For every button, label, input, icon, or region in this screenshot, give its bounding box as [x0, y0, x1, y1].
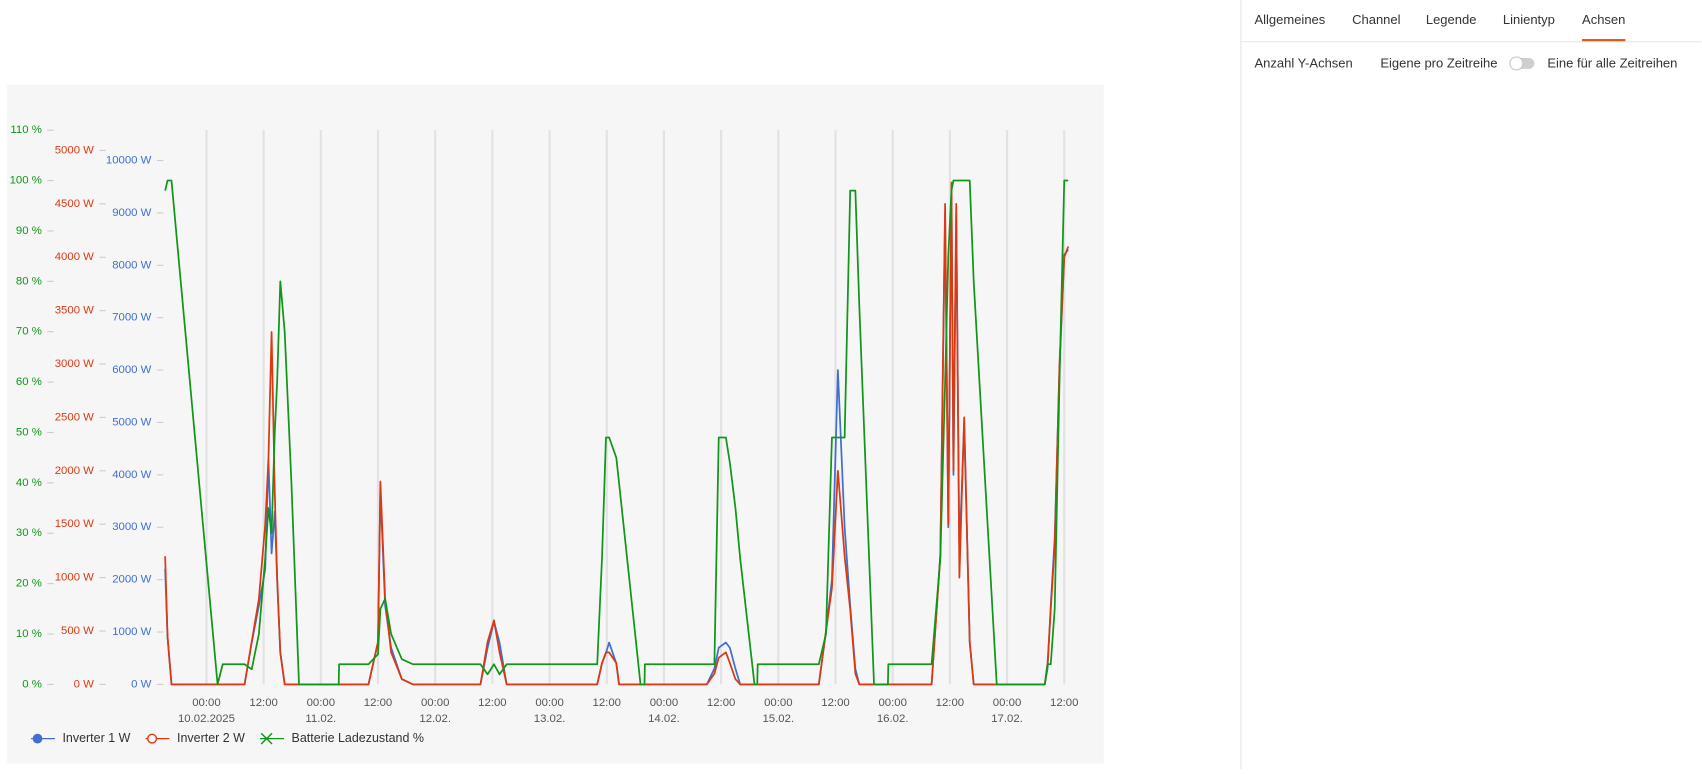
x-tick-label: 00:00 — [878, 697, 906, 709]
tab[interactable]: Linientyp — [1503, 12, 1555, 27]
legend-marker — [147, 733, 158, 744]
y-tick-label: 40 % — [16, 477, 42, 489]
y-tick-label: 4000 W — [55, 251, 94, 263]
y-tick-label: 1000 W — [55, 572, 94, 584]
tab-bar: Allgemeines Channel Legende Linientyp Achsen — [1254, 12, 1626, 42]
y-tick-label: 70 % — [16, 326, 42, 338]
y-tick-label: 10 % — [16, 628, 42, 640]
x-tick-label: 00:00 — [192, 697, 220, 709]
tab[interactable]: Legende — [1426, 12, 1477, 27]
legend-marker — [260, 732, 273, 745]
y-tick-label: 4500 W — [55, 198, 94, 210]
y-tick-label: 80 % — [16, 275, 42, 287]
legend-marker — [32, 733, 43, 744]
x-tick-sublabel: 13.02. — [534, 713, 566, 725]
y-tick-label: 30 % — [16, 527, 42, 539]
tab-indicator — [1582, 39, 1626, 42]
y-tick-label: 90 % — [16, 225, 42, 237]
y-tick-label: 3000 W — [55, 358, 94, 370]
toggle-knob — [1509, 56, 1524, 71]
x-tick-sublabel: 14.02. — [648, 713, 680, 725]
x-tick-label: 12:00 — [593, 697, 621, 709]
tab[interactable]: Channel — [1352, 12, 1401, 27]
legend-label[interactable]: Batterie Ladezustand % — [292, 731, 424, 745]
x-tick-label: 12:00 — [364, 697, 392, 709]
y-tick-label: 0 W — [131, 678, 151, 690]
y-tick-label: 3000 W — [112, 521, 151, 533]
y-tick-label: 8000 W — [112, 259, 151, 271]
y-tick-label: 0 W — [74, 678, 94, 690]
y-tick-label: 7000 W — [112, 312, 151, 324]
y-tick-label: 10000 W — [106, 155, 152, 167]
chart: 00:00 10.02.2025 12:00 00:00 11.02. 12:00 00:0… — [10, 124, 1079, 745]
x-tick-label: 00:00 — [535, 697, 563, 709]
y-tick-label: 0 % — [22, 678, 42, 690]
y-tick-label: 50 % — [16, 426, 42, 438]
y-tick-label: 500 W — [61, 625, 94, 637]
tab[interactable]: Allgemeines — [1254, 12, 1325, 27]
option-left[interactable]: Eigene pro Zeitreihe — [1380, 55, 1497, 70]
y-tick-label: 110 % — [10, 124, 41, 136]
y-tick-label: 2000 W — [112, 574, 151, 586]
x-tick-sublabel: 17.02. — [991, 713, 1023, 725]
x-tick-label: 00:00 — [307, 697, 335, 709]
setting-label: Anzahl Y-Achsen — [1254, 55, 1352, 70]
y-tick-label: 3500 W — [55, 305, 94, 317]
x-tick-label: 00:00 — [764, 697, 792, 709]
y-tick-label: 6000 W — [112, 364, 151, 376]
x-tick-sublabel: 16.02. — [877, 713, 909, 725]
y-tick-label: 1500 W — [55, 518, 94, 530]
x-tick-label: 00:00 — [650, 697, 678, 709]
tab[interactable]: Achsen — [1582, 12, 1625, 27]
x-tick-label: 12:00 — [478, 697, 506, 709]
x-tick-sublabel: 11.02. — [305, 713, 336, 725]
y-tick-label: 9000 W — [112, 207, 151, 219]
y-tick-label: 1000 W — [112, 626, 151, 638]
x-tick-label: 12:00 — [707, 697, 735, 709]
y-tick-label: 20 % — [16, 578, 42, 590]
x-tick-label: 12:00 — [1050, 697, 1078, 709]
x-tick-label: 12:00 — [249, 697, 277, 709]
x-tick-label: 12:00 — [936, 697, 964, 709]
x-tick-sublabel: 15.02. — [762, 713, 794, 725]
legend-label[interactable]: Inverter 1 W — [62, 731, 130, 745]
x-tick-label: 00:00 — [993, 697, 1021, 709]
y-tick-label: 100 % — [10, 175, 42, 187]
option-right[interactable]: Eine für alle Zeitreihen — [1547, 55, 1677, 70]
y-tick-label: 5000 W — [112, 416, 151, 428]
y-tick-label: 4000 W — [112, 469, 151, 481]
x-tick-sublabel: 10.02.2025 — [178, 713, 235, 725]
x-tick-label: 00:00 — [421, 697, 449, 709]
x-tick-sublabel: 12.02. — [419, 713, 451, 725]
y-tick-label: 2500 W — [55, 411, 94, 423]
toggle[interactable] — [1509, 56, 1535, 71]
y-tick-label: 2000 W — [55, 465, 94, 477]
legend-label[interactable]: Inverter 2 W — [177, 731, 245, 745]
y-tick-label: 60 % — [16, 376, 42, 388]
series-line — [164, 181, 1070, 686]
y-tick-label: 5000 W — [55, 144, 94, 156]
chart-panel — [7, 84, 1104, 764]
series-line — [164, 179, 1069, 686]
x-tick-label: 12:00 — [821, 697, 849, 709]
